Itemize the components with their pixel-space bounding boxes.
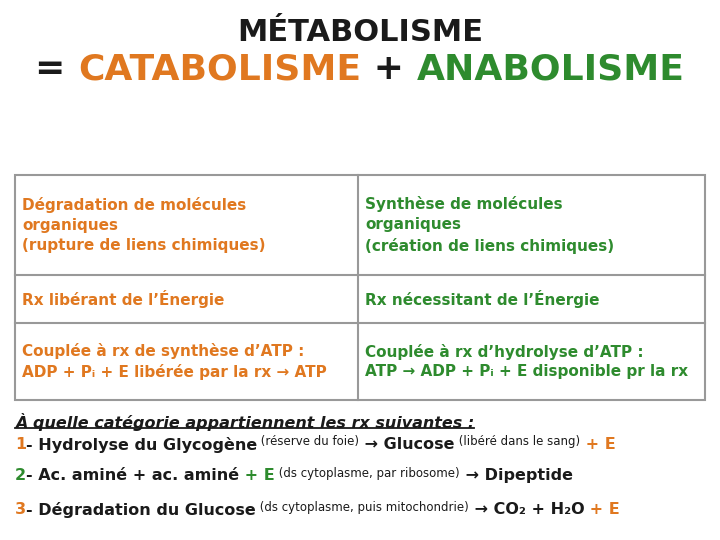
- Text: =: =: [35, 52, 78, 86]
- Text: → Glucose: → Glucose: [359, 437, 455, 452]
- Text: + E: + E: [584, 502, 620, 517]
- Text: 2: 2: [15, 468, 26, 483]
- Text: (réserve du foie): (réserve du foie): [257, 435, 359, 449]
- Text: (libéré dans le sang): (libéré dans le sang): [455, 435, 580, 449]
- Text: ANABOLISME: ANABOLISME: [417, 52, 685, 86]
- Text: 3: 3: [15, 502, 26, 517]
- Text: Couplée à rx d’hydrolyse d’ATP :
ATP → ADP + Pᵢ + E disponible pr la rx: Couplée à rx d’hydrolyse d’ATP : ATP → A…: [365, 343, 688, 380]
- Text: Couplée à rx de synthèse d’ATP :
ADP + Pᵢ + E libérée par la rx → ATP: Couplée à rx de synthèse d’ATP : ADP + P…: [22, 343, 327, 380]
- Text: → Dipeptide: → Dipeptide: [459, 468, 572, 483]
- Text: → CO₂ + H₂O: → CO₂ + H₂O: [469, 502, 584, 517]
- Text: CATABOLISME: CATABOLISME: [78, 52, 361, 86]
- Text: - Hydrolyse du Glycogène: - Hydrolyse du Glycogène: [26, 437, 257, 453]
- Text: Rx libérant de l’Énergie: Rx libérant de l’Énergie: [22, 290, 225, 308]
- Text: (ds cytoplasme, puis mitochondrie): (ds cytoplasme, puis mitochondrie): [256, 501, 469, 514]
- Text: (ds cytoplasme, par ribosome): (ds cytoplasme, par ribosome): [275, 467, 459, 480]
- Text: +: +: [361, 52, 417, 86]
- Bar: [15, 175, 705, 400]
- Text: Synthèse de molécules
organiques
(création de liens chimiques): Synthèse de molécules organiques (créati…: [365, 197, 614, 253]
- Text: 1: 1: [15, 437, 26, 452]
- Text: + E: + E: [580, 437, 616, 452]
- Text: + E: + E: [239, 468, 275, 483]
- Text: Rx nécessitant de l’Énergie: Rx nécessitant de l’Énergie: [365, 290, 600, 308]
- Text: - Dégradation du Glucose: - Dégradation du Glucose: [26, 502, 256, 518]
- Text: MÉTABOLISME: MÉTABOLISME: [237, 18, 483, 47]
- Text: - Ac. aminé + ac. aminé: - Ac. aminé + ac. aminé: [26, 468, 239, 483]
- Text: Dégradation de molécules
organiques
(rupture de liens chimiques): Dégradation de molécules organiques (rup…: [22, 197, 266, 253]
- Text: À quelle catégorie appartiennent les rx suivantes :: À quelle catégorie appartiennent les rx …: [15, 413, 474, 431]
